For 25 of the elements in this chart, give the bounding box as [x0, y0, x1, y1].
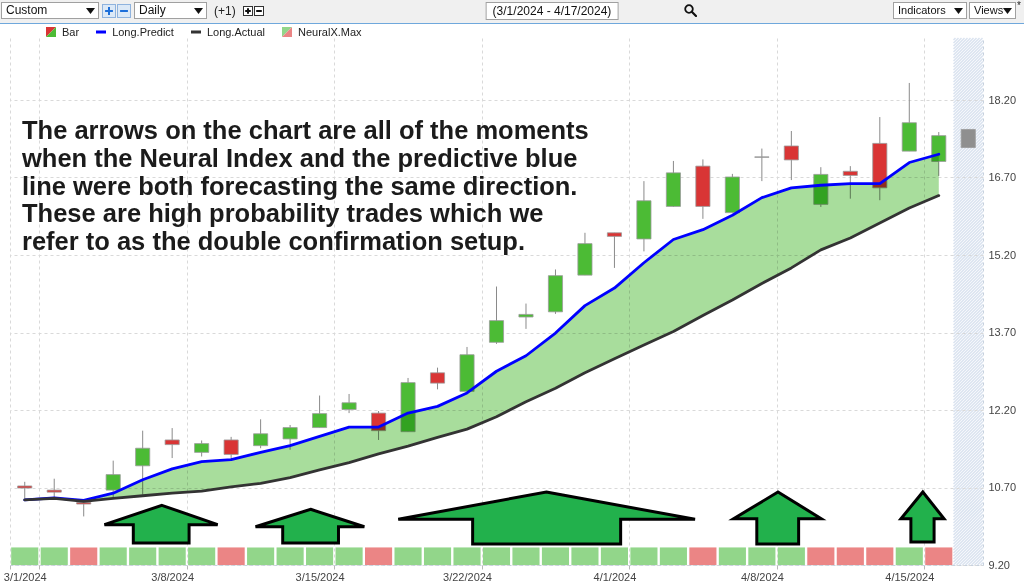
y-tick-label: 13.70: [988, 326, 1017, 338]
y-tick-label: 18.20: [988, 93, 1017, 106]
legend-label: Long.Actual: [206, 25, 265, 38]
annotation: The arrows on the chart are all of the moments when the Neural Index and the predictive blue line were both forecasting the same direction. These are high probability trades which we refer to as the double confirmation setup.: [22, 116, 589, 256]
x-tick-label: 4/15/2024: [885, 570, 935, 583]
chart-title: (3/1/2024 - 4/17/2024): [485, 2, 619, 20]
y-tick-label: 10.70: [988, 481, 1017, 493]
y-tick-label: 9.20: [988, 558, 1010, 571]
legend-label: Long.Predict: [112, 25, 174, 38]
y-tick-label: 12.20: [988, 403, 1017, 416]
legend-label: Bar: [62, 25, 80, 38]
x-tick-label: 3/22/2024: [443, 570, 492, 583]
y-tick-label: 15.20: [988, 248, 1017, 261]
x-tick-label: 3/8/2024: [151, 570, 195, 583]
y-tick-label: 16.70: [988, 171, 1017, 183]
dropdown: Indicators: [893, 2, 967, 19]
dropdown: Views: [969, 2, 1016, 19]
dropdown: Daily: [134, 2, 207, 19]
legend-label: NeuralX.Max: [298, 25, 362, 38]
x-tick-label: 4/1/2024: [593, 570, 637, 583]
toolbar: Custom Daily (+1) (3/1/2024 - 4/17/2024) Indicators Views *: [0, 0, 1024, 24]
x-tick-label: 3/15/2024: [295, 570, 345, 583]
x-tick-label: 3/1/2024: [3, 570, 47, 583]
dropdown: Custom: [1, 2, 99, 19]
x-tick-label: 4/8/2024: [740, 570, 784, 583]
